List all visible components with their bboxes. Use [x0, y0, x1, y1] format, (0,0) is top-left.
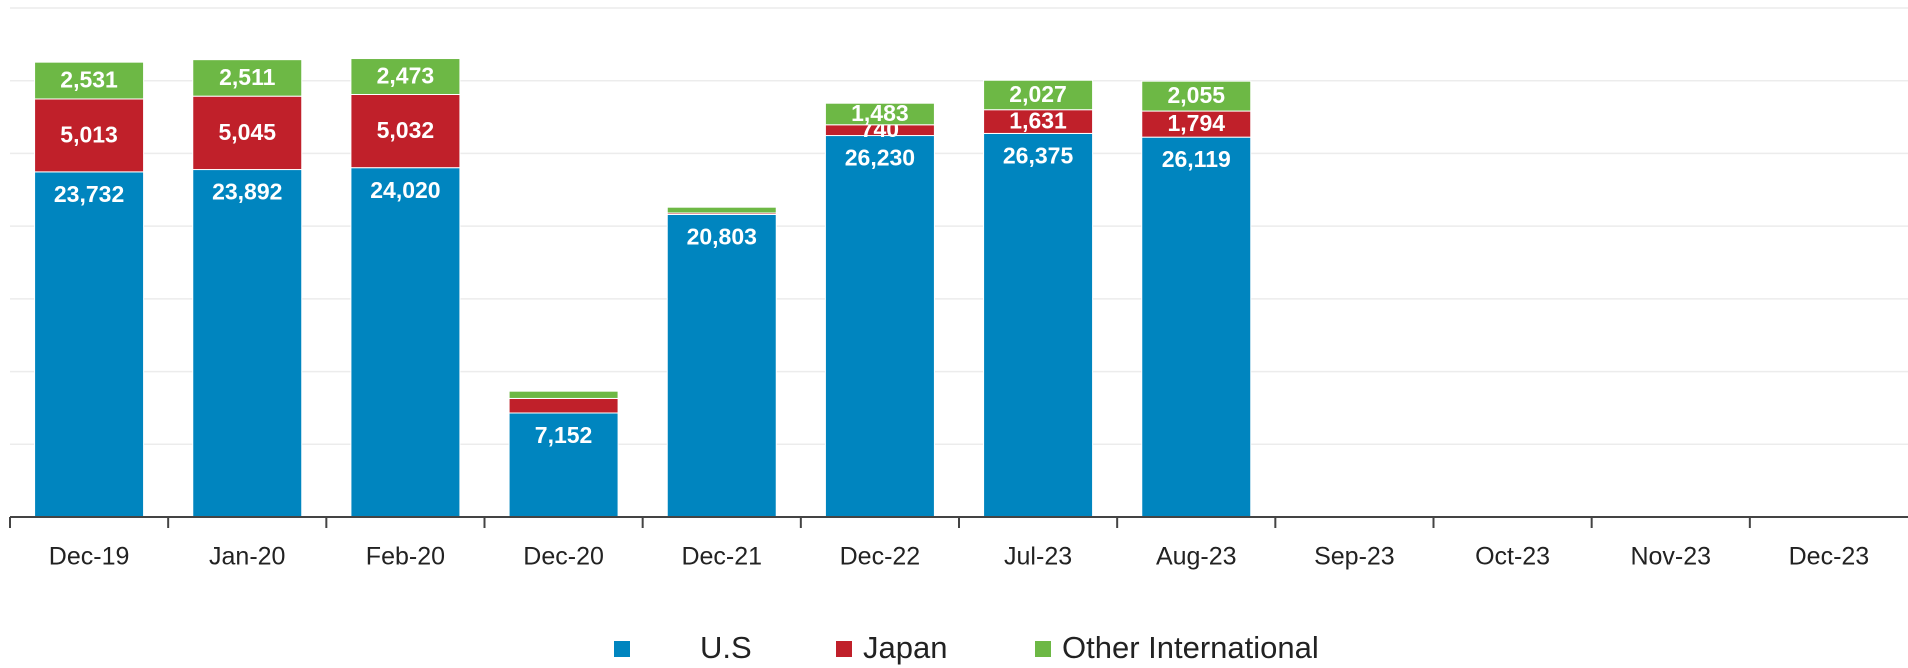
- bar-segment: [34, 61, 145, 100]
- data-label: 1,794: [1167, 110, 1225, 136]
- data-label: 2,531: [60, 67, 118, 93]
- bar-segment: [1141, 80, 1252, 112]
- data-label: 5,045: [218, 119, 276, 145]
- x-tick-label: Sep-23: [1314, 543, 1395, 571]
- bar-segment: [192, 59, 303, 97]
- data-label: 23,732: [54, 181, 124, 207]
- bar-segment: [824, 102, 935, 126]
- legend-label: Japan: [863, 630, 947, 665]
- x-tick-label: Dec-20: [523, 543, 604, 571]
- bar-segment: [666, 213, 777, 518]
- x-tick-label: Dec-23: [1789, 543, 1870, 571]
- bar-segment: [824, 135, 935, 518]
- x-tick-label: Dec-22: [840, 543, 921, 571]
- bar-segment: [1141, 136, 1252, 518]
- legend-label: Other International: [1062, 630, 1319, 665]
- data-label: 26,230: [845, 145, 915, 171]
- x-tick-label: Dec-19: [49, 543, 130, 571]
- legend-label: U.S: [700, 630, 752, 665]
- data-label: 26,375: [1003, 143, 1074, 169]
- bar-segment: [508, 390, 619, 399]
- data-label: 2,055: [1167, 82, 1225, 108]
- data-label: 7,152: [535, 422, 593, 448]
- bar-segment: [192, 169, 303, 518]
- data-label: 24,020: [370, 177, 440, 203]
- bar-segment: [192, 95, 303, 171]
- bar-segment: [350, 58, 461, 96]
- bar-segment: [34, 171, 145, 518]
- x-tick-label: Oct-23: [1475, 543, 1550, 571]
- bar-segment: [1141, 110, 1252, 138]
- bar-segment: [350, 94, 461, 169]
- legend-swatch: [614, 641, 630, 657]
- x-tick-label: Feb-20: [366, 543, 445, 571]
- bar-segment: [666, 206, 777, 214]
- data-label: 20,803: [687, 224, 757, 250]
- data-label: 1,483: [851, 100, 909, 126]
- bar-segment: [983, 79, 1094, 111]
- bar-segment: [508, 397, 619, 414]
- data-label: 2,511: [219, 64, 275, 90]
- data-label: 26,119: [1162, 146, 1231, 172]
- data-label: 2,027: [1009, 81, 1067, 107]
- x-tick-label: Dec-21: [681, 543, 762, 571]
- data-label: 2,473: [377, 63, 435, 89]
- x-tick-label: Nov-23: [1630, 543, 1711, 571]
- legend-swatch: [1035, 641, 1051, 657]
- data-label: 23,892: [212, 179, 282, 205]
- legend-swatch: [836, 641, 852, 657]
- bar-segment: [983, 132, 1094, 518]
- data-label: 1,631: [1009, 108, 1067, 134]
- x-tick-label: Aug-23: [1156, 543, 1237, 571]
- bar-segment: [34, 98, 145, 173]
- bar-segment: [350, 167, 461, 518]
- data-label: 5,032: [377, 117, 435, 143]
- x-tick-label: Jul-23: [1004, 543, 1072, 571]
- x-tick-label: Jan-20: [209, 543, 285, 571]
- data-label: 5,013: [60, 121, 118, 147]
